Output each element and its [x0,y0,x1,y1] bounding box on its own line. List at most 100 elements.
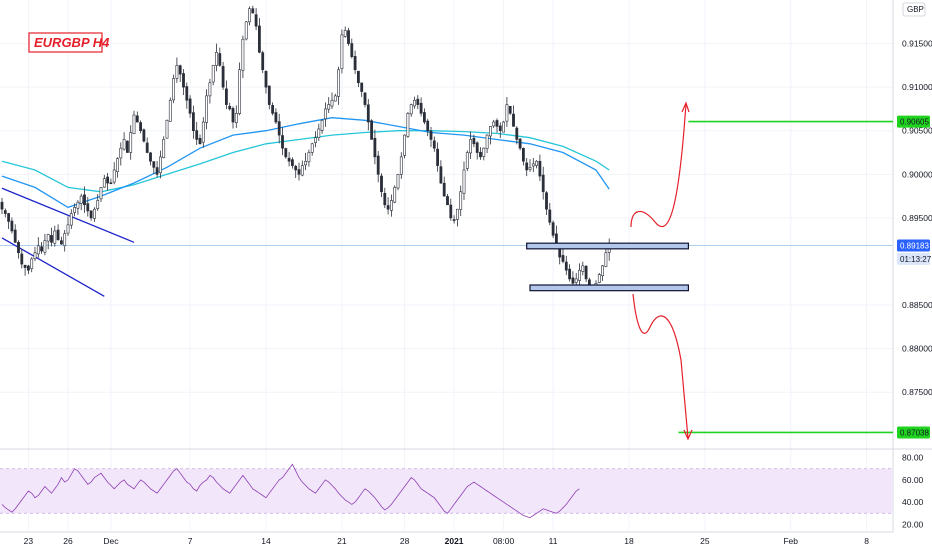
candle-body [396,174,400,189]
candle-body [380,175,383,193]
candle-body [452,219,456,221]
candle-body [505,104,509,122]
time-tick-label: 08:00 [493,536,515,546]
candle-body [446,196,449,206]
candle-body [89,210,93,219]
time-tick-label: 23 [24,536,34,546]
candle-body [535,160,539,166]
candle-body [3,210,7,214]
price-tag-bg [897,252,930,265]
candle-body [419,102,423,114]
candle-body [274,112,278,123]
zones [526,242,690,292]
down-arrowhead [683,429,693,441]
price-tag-bg [897,239,930,252]
candle-body [376,155,380,175]
candle-body [475,142,479,153]
candle-body [218,53,222,66]
price-tag-bg [897,426,930,439]
ma-fast [1,117,610,209]
candle-body [83,194,86,206]
price-tag-text: 0.89183 [900,242,929,251]
candle-body [459,191,463,210]
candle-body [383,192,387,206]
currency-text: GBP [907,5,924,14]
candle-body [119,147,123,159]
candle-body [195,130,199,140]
candle-body [50,235,53,243]
price-tag-text: 01:13:27 [900,255,932,264]
time-tick-label: 21 [337,536,347,546]
candle-body [462,169,466,194]
rsi-pane: 80.00 60.00 40.00 20.00 [0,453,924,529]
candle-body [584,265,588,280]
candle-body [314,137,317,143]
candle-body [340,34,344,69]
candle-body [145,142,149,153]
price-tag-text: 0.87038 [900,428,929,437]
time-tick-label: Feb [783,536,798,546]
candle-body [271,105,275,114]
candle-body [0,201,4,210]
candle-body [508,106,512,114]
candle-body [541,174,545,193]
price-tags: 0.90605 0.89183 01:13:27 0.87038 [897,115,932,439]
candle-body [310,143,314,153]
sr-zone [529,284,689,292]
candle-body [568,268,572,280]
candle-body [201,121,205,143]
rsi-tick-label: 20.00 [902,519,924,529]
candle-body [409,104,413,115]
candle-body [66,224,70,234]
currency-label: GBP [902,2,926,17]
candle-body [228,105,232,110]
candle-body [353,56,357,71]
candle-body [26,265,30,271]
candle-body [99,187,103,200]
title-box[interactable]: EURGBP H4 [28,32,110,53]
candle-body [370,120,374,140]
price-tick-label: 0.90000 [902,169,932,179]
candle-body [215,51,218,66]
candle-body [188,98,192,114]
candle-body [343,30,347,37]
candle-body [512,113,515,127]
candle-body [498,125,502,132]
candle-body [76,201,80,209]
candle-body [601,265,605,277]
candle-body [366,104,370,123]
candle-body [472,137,476,145]
candle-body [132,114,136,135]
candle-body [564,261,568,271]
candle-body [182,73,185,88]
time-tick-label: 2021 [445,536,464,546]
candle-body [515,127,519,140]
time-tick-label: Dec [103,536,119,546]
candle-body [205,95,209,123]
candle-body [297,169,301,175]
candle-body [574,278,578,283]
sr-zone [526,242,690,250]
candle-body [538,160,542,177]
candle-body [10,220,14,232]
candle-body [294,165,298,171]
candle-body [109,182,113,185]
candle-body [386,205,390,210]
price-tag-bg [897,115,930,128]
candle-body [317,128,321,138]
candle-body [337,69,341,97]
candle-body [152,161,156,168]
candle-body [139,122,143,132]
time-tick-label: 25 [700,536,710,546]
candle-body [43,240,47,253]
candle-body [17,242,20,254]
candle-body [436,148,440,166]
candle-body [604,252,608,267]
time-tick-label: 14 [261,536,271,546]
candle-body [7,213,11,222]
rsi-tick-label: 80.00 [902,453,924,463]
candle-body [192,112,195,132]
candle-body [96,200,100,209]
candle-body [290,159,294,166]
